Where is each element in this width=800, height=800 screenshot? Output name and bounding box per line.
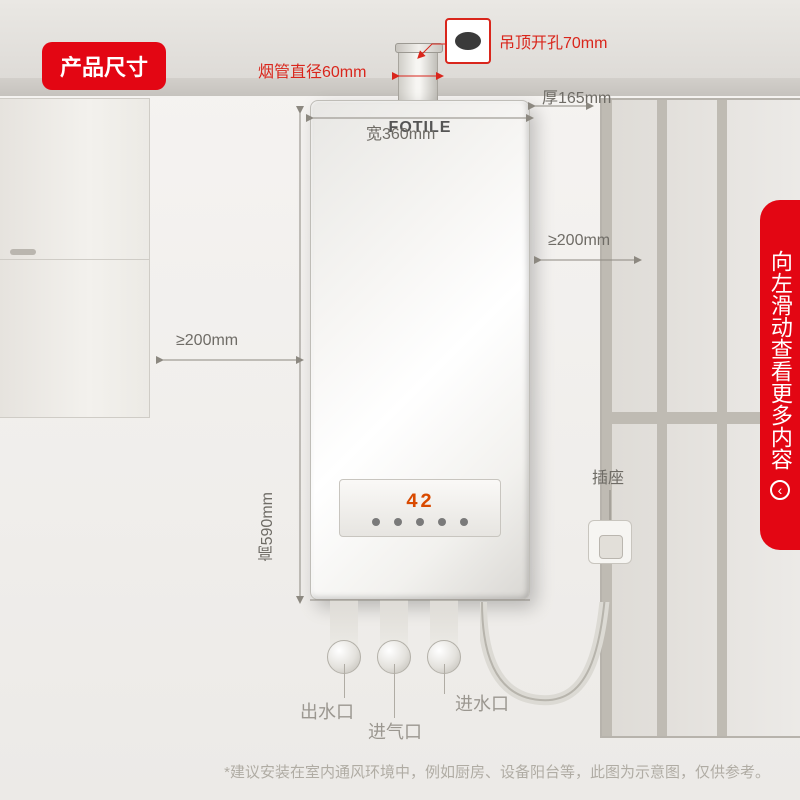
water-inlet-pipe <box>430 600 458 660</box>
gas-inlet-pipe <box>380 600 408 660</box>
swipe-tab[interactable]: 向左滑动查看更多内容 ‹ <box>760 200 800 550</box>
left-cabinet <box>0 98 150 418</box>
control-panel: 42 <box>339 479 501 537</box>
dim-height: 高590mm <box>256 492 280 561</box>
power-socket <box>588 520 632 564</box>
dim-ceiling-hole: 吊顶开孔70mm <box>499 29 607 53</box>
dim-clearance-right: ≥200mm <box>548 232 610 250</box>
port-outlet-label: 出水口 <box>300 698 354 724</box>
outlet-pipe <box>330 600 358 660</box>
footnote: *建议安装在室内通风环境中，例如厨房、设备阳台等，此图为示意图，仅供参考。 <box>224 761 770 782</box>
scene-root: FOTILE 42 <box>0 0 800 800</box>
socket-label: 插座 <box>592 464 624 488</box>
water-heater: FOTILE 42 <box>310 100 530 600</box>
dim-clearance-left: ≥200mm <box>176 332 238 350</box>
ceiling-hole-callout: 吊顶开孔70mm <box>445 18 607 64</box>
port-gas-label: 进气口 <box>368 718 422 744</box>
dim-pipe-diameter: 烟管直径60mm <box>258 58 366 82</box>
temperature-display: 42 <box>406 491 434 514</box>
hole-icon <box>445 18 491 64</box>
title-badge: 产品尺寸 <box>42 42 166 90</box>
port-inlet-label: 进水口 <box>455 690 509 716</box>
swipe-tab-text: 向左滑动查看更多内容 <box>765 250 795 470</box>
dim-width: 宽360mm <box>366 120 435 144</box>
flue-pipe <box>398 50 438 102</box>
dim-depth: 厚165mm <box>542 84 611 108</box>
chevron-left-icon: ‹ <box>770 480 790 500</box>
